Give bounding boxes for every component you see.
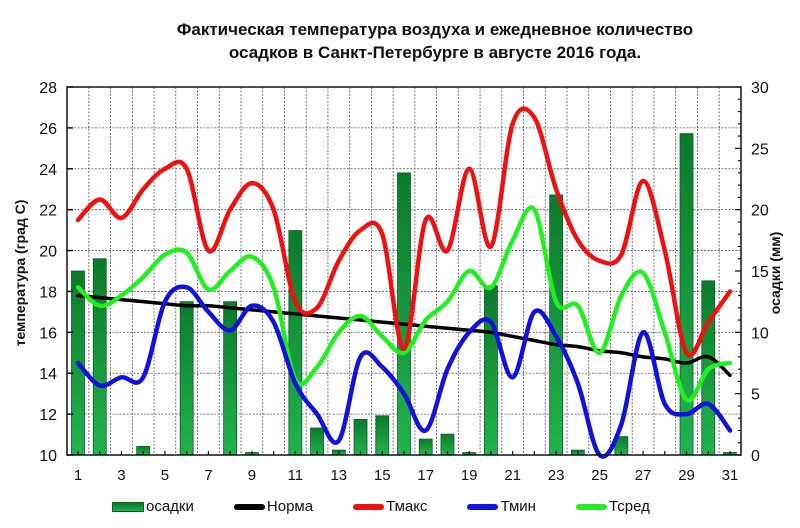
x-tick-label: 17 bbox=[417, 467, 434, 484]
y-tick-label-left: 10 bbox=[39, 448, 57, 465]
legend-item-tmin: Тмин bbox=[467, 498, 536, 515]
x-tick-label: 9 bbox=[248, 467, 256, 484]
y-tick-label-left: 14 bbox=[39, 366, 57, 383]
precip-bar bbox=[484, 285, 498, 456]
y-tick-label-right: 10 bbox=[751, 325, 769, 342]
y-tick-label-right: 5 bbox=[751, 387, 760, 404]
tmin-line bbox=[75, 284, 733, 459]
x-tick-label: 19 bbox=[461, 467, 478, 484]
y-axis-right-label: осадки (мм) bbox=[767, 231, 783, 315]
legend-label: осадки bbox=[146, 498, 194, 515]
precip-bar bbox=[375, 415, 390, 456]
y-tick-label-right: 15 bbox=[751, 264, 769, 281]
legend-item-norm: Норма bbox=[233, 498, 314, 515]
chart-title-line2: осадков в Санкт-Петербурге в августе 201… bbox=[228, 43, 642, 62]
y-axis-left-label: температура (град С) bbox=[12, 199, 28, 347]
y-tick-label-left: 16 bbox=[39, 325, 57, 342]
tsred-line bbox=[75, 205, 733, 403]
x-tick-label: 13 bbox=[330, 467, 347, 484]
x-tick-label: 15 bbox=[374, 467, 391, 484]
norm-line bbox=[76, 293, 732, 378]
y-tick-label-left: 28 bbox=[39, 80, 57, 97]
y-tick-label-right: 30 bbox=[751, 80, 769, 97]
x-tick-label: 29 bbox=[678, 467, 695, 484]
chart-title: Фактическая температура воздуха и ежедне… bbox=[90, 18, 780, 64]
y-tick-label-right: 20 bbox=[751, 203, 769, 220]
legend-swatch-line bbox=[575, 503, 607, 510]
x-tick-label: 1 bbox=[74, 467, 82, 484]
tmax-line bbox=[75, 106, 733, 358]
legend-label: Норма bbox=[266, 498, 314, 515]
precip-bar bbox=[310, 427, 324, 456]
legend-item-tsred: Тсред bbox=[575, 498, 650, 515]
legend-item-tmax: Тмакс bbox=[353, 498, 427, 515]
x-tick-label: 7 bbox=[204, 467, 212, 484]
x-tick-label: 31 bbox=[722, 467, 739, 484]
x-tick-label: 21 bbox=[504, 467, 521, 484]
precip-bar bbox=[288, 230, 303, 456]
legend-label: Тмакс bbox=[386, 498, 428, 515]
legend-swatch-line bbox=[353, 503, 385, 510]
precip-bar bbox=[679, 133, 694, 456]
y-tick-label-left: 12 bbox=[39, 407, 57, 424]
precip-bar bbox=[397, 172, 411, 456]
legend-item-precip: осадки bbox=[112, 498, 194, 515]
x-tick-label: 11 bbox=[288, 467, 304, 484]
legend-label: Тмин bbox=[500, 498, 536, 515]
y-tick-label-left: 20 bbox=[39, 244, 57, 261]
precip-bar bbox=[92, 258, 107, 456]
y-tick-label-right: 25 bbox=[751, 141, 769, 158]
legend: осадки Норма Тмакс Тмин Тсред bbox=[112, 498, 690, 515]
legend-swatch-bar bbox=[112, 501, 144, 512]
x-tick-label: 5 bbox=[161, 467, 169, 484]
y-tick-label-left: 26 bbox=[39, 121, 57, 138]
y-tick-label-left: 22 bbox=[39, 203, 57, 220]
x-tick-label: 3 bbox=[117, 467, 125, 484]
precip-bar bbox=[353, 419, 368, 456]
precip-bar bbox=[179, 301, 194, 456]
x-tick-label: 27 bbox=[635, 467, 652, 484]
legend-label: Тсред bbox=[608, 498, 650, 515]
y-tick-label-left: 18 bbox=[39, 284, 57, 301]
y-tick-label-left: 24 bbox=[39, 162, 57, 179]
x-tick-label: 23 bbox=[548, 467, 565, 484]
x-tick-label: 25 bbox=[591, 467, 608, 484]
legend-swatch-line bbox=[467, 503, 499, 510]
legend-swatch-line bbox=[233, 503, 265, 510]
chart-title-line1: Фактическая температура воздуха и ежедне… bbox=[176, 20, 694, 39]
y-tick-label-right: 0 bbox=[751, 448, 760, 465]
